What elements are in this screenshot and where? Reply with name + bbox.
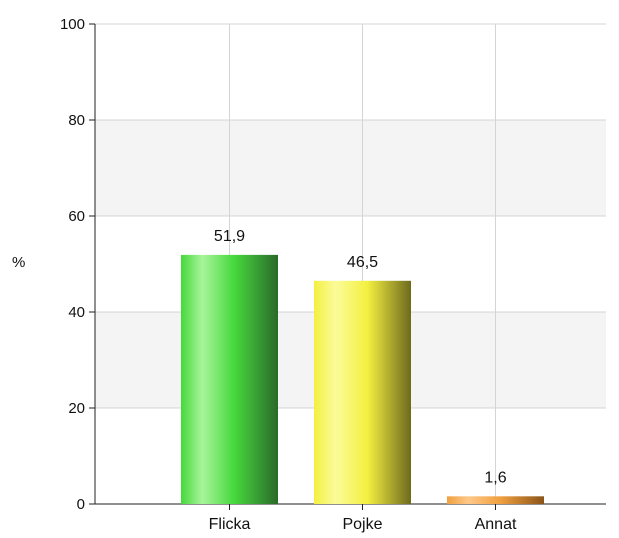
labels: 0 20 40 60 80 100 51,9 Flicka 46,5 Pojke 1,6 Annat: [60, 16, 517, 533]
data-label: 46,5: [347, 254, 378, 271]
plot-band: [95, 120, 606, 216]
bars: [181, 254, 544, 504]
y-tick-label: 0: [77, 496, 85, 513]
x-category-label: Annat: [475, 516, 517, 533]
x-category-label: Flicka: [209, 516, 251, 533]
grid-lines: [95, 23, 606, 504]
bar-pojke: [314, 280, 411, 504]
y-tick-label: 100: [60, 16, 85, 33]
data-label: 1,6: [484, 469, 506, 486]
bar-flicka: [181, 254, 278, 504]
y-tick-label: 20: [68, 400, 85, 417]
y-tick-label: 60: [68, 208, 85, 225]
data-label: 51,9: [214, 228, 245, 245]
bar-annat: [447, 496, 544, 504]
y-tick-label: 40: [68, 304, 85, 321]
x-category-label: Pojke: [342, 516, 382, 533]
y-tick-label: 80: [68, 112, 85, 129]
y-axis-title: %: [12, 254, 25, 271]
